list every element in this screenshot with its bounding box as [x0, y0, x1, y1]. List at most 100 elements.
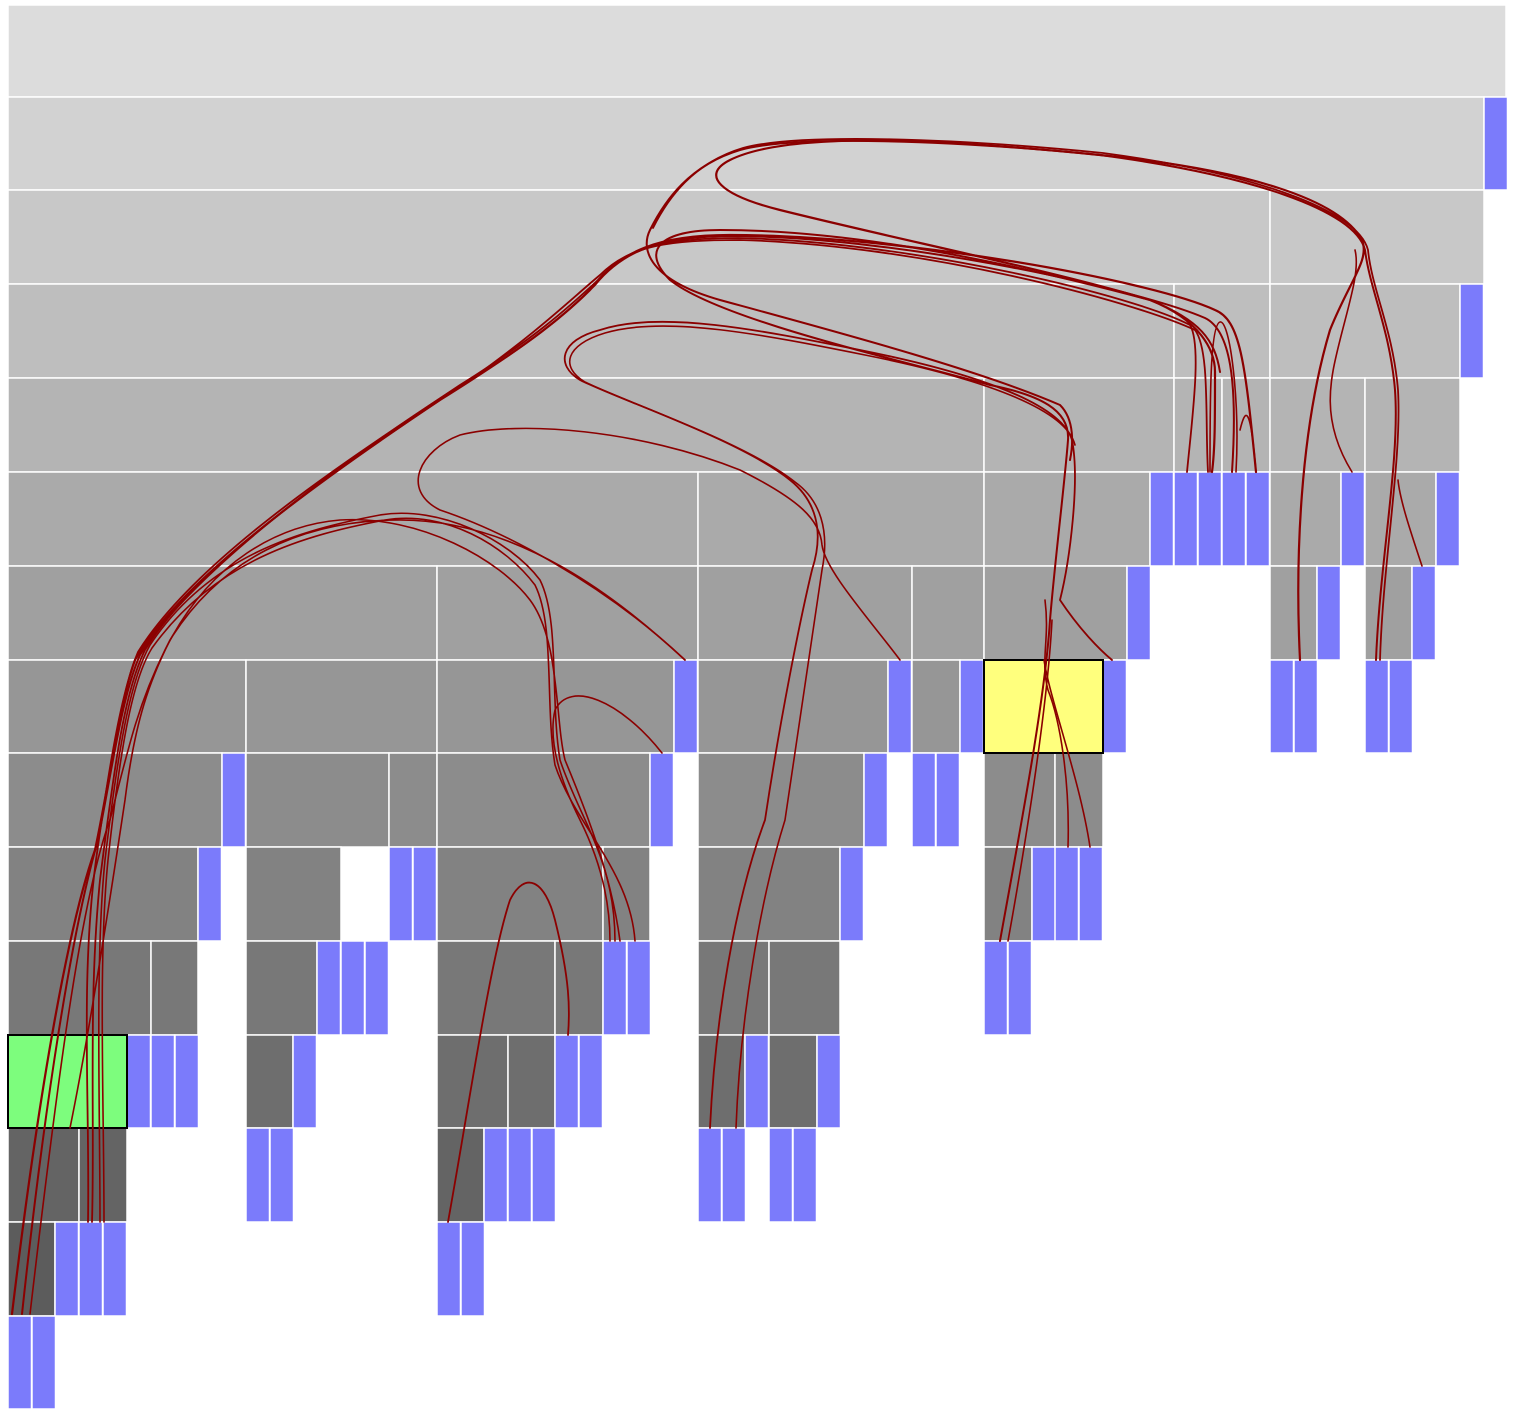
leaf-cell-d11-4	[554, 1034, 580, 1129]
node-cell-d5-3	[1269, 471, 1342, 567]
node-cell-d6-4	[983, 565, 1128, 661]
leaf-cell-d8-4	[935, 752, 961, 848]
leaf-cell-d7-3	[1102, 659, 1128, 754]
leaf-cell-d13-1	[78, 1221, 104, 1317]
leaf-cell-d12-2	[483, 1127, 509, 1223]
leaf-cell-d5-0	[1149, 471, 1175, 567]
leaf-cell-d10-1	[340, 940, 366, 1036]
edge-12	[568, 325, 1076, 1129]
node-cell-d3-2	[1269, 283, 1461, 379]
leaf-cell-d11-7	[816, 1034, 842, 1129]
node-cell-d6-5	[1269, 565, 1318, 661]
leaf-cell-d12-3	[507, 1127, 533, 1223]
node-cell-d9-2	[436, 846, 604, 942]
edge-13	[655, 228, 1221, 942]
leaf-cell-d12-4	[531, 1127, 557, 1223]
leaf-cell-d7-6	[1364, 659, 1390, 754]
node-cell-d10-2	[245, 940, 318, 1036]
leaf-cell-d7-2	[959, 659, 985, 754]
node-cell-d10-1	[150, 940, 199, 1036]
node-cell-d4-5	[1364, 377, 1461, 473]
edge-7	[29, 518, 621, 1315]
leaf-cell-d3-0	[1459, 283, 1485, 379]
node-cell-d11-1	[245, 1034, 294, 1129]
node-cell-d9-4	[697, 846, 841, 942]
leaf-cell-d12-6	[721, 1127, 747, 1223]
leaf-cell-d6-0	[1126, 565, 1152, 661]
node-cell-d12-2	[436, 1127, 485, 1223]
edge-14	[1007, 619, 1053, 942]
leaf-cell-d11-2	[174, 1034, 200, 1129]
leaf-cell-d9-3	[839, 846, 865, 942]
node-cell-d7-3	[697, 659, 889, 754]
node-cell-d7-1	[245, 659, 438, 754]
leaf-cell-d13-0	[54, 1221, 80, 1317]
node-cell-d10-5	[697, 940, 770, 1036]
leaf-cell-d8-1	[649, 752, 675, 848]
leaf-cell-d11-0	[126, 1034, 152, 1129]
leaf-cell-d7-0	[673, 659, 699, 754]
leaf-cell-d8-2	[863, 752, 889, 848]
leaf-cell-d11-6	[744, 1034, 770, 1129]
node-cell-d7-4	[911, 659, 961, 754]
leaf-cell-d11-5	[578, 1034, 604, 1129]
edge-bundle-layer	[10, 138, 1423, 1316]
leaf-cell-d11-3	[292, 1034, 318, 1129]
node-cell-d4-4	[1269, 377, 1366, 473]
leaf-cell-d8-3	[911, 752, 937, 848]
leaf-cell-d11-1	[150, 1034, 176, 1129]
node-cell-d8-6	[1054, 752, 1104, 848]
edge-22	[1209, 321, 1238, 473]
node-cell-d10-0	[7, 940, 152, 1036]
leaf-cell-d14-1	[31, 1315, 57, 1410]
edge-11	[563, 320, 1113, 1129]
edge-20	[1329, 249, 1358, 473]
node-cell-d11-5	[768, 1034, 818, 1129]
node-cell-d6-2	[697, 565, 913, 661]
node-cell-d6-0	[7, 565, 438, 661]
leaf-cell-d9-0	[197, 846, 223, 942]
node-cell-d1-0	[7, 96, 1485, 191]
leaf-cell-d7-5	[1293, 659, 1319, 754]
leaf-cell-d13-2	[102, 1221, 128, 1317]
node-cell-d8-1	[245, 752, 390, 848]
node-cell-d3-0	[7, 283, 1175, 379]
node-cell-d6-1	[436, 565, 699, 661]
leaf-cell-d10-2	[364, 940, 390, 1036]
leaf-cell-d5-3	[1221, 471, 1247, 567]
edge-9	[552, 695, 663, 942]
leaf-cell-d9-6	[1078, 846, 1104, 942]
leaf-cell-d7-4	[1269, 659, 1295, 754]
leaf-cell-d10-0	[316, 940, 342, 1036]
node-cell-d9-1	[245, 846, 342, 942]
leaf-cell-d5-4	[1245, 471, 1271, 567]
edge-15	[1043, 599, 1070, 848]
node-cell-d2-0	[7, 189, 1271, 285]
leaf-cell-d12-0	[245, 1127, 271, 1223]
edge-8	[447, 881, 570, 1223]
leaf-cell-d9-5	[1054, 846, 1080, 942]
edge-5	[101, 517, 636, 1223]
edge-19	[652, 138, 1400, 661]
edge-6	[69, 519, 686, 1129]
leaf-cell-d13-3	[436, 1221, 462, 1317]
edge-17	[715, 139, 1365, 662]
leaf-cell-d10-6	[1007, 940, 1033, 1036]
leaf-cell-d13-4	[460, 1221, 486, 1317]
node-cell-d10-6	[768, 940, 841, 1036]
leaf-cell-d12-1	[269, 1127, 295, 1223]
edge-3	[85, 237, 1197, 1223]
edge-18	[645, 139, 1397, 661]
node-cell-d8-2	[388, 752, 438, 848]
leaf-cell-d12-5	[697, 1127, 723, 1223]
edge-21	[1397, 479, 1423, 567]
node-cell-d5-2	[983, 471, 1151, 567]
node-cell-d0-0	[7, 4, 1507, 98]
node-cell-d4-3	[1221, 377, 1271, 473]
edge-23	[1239, 414, 1257, 473]
leaf-cell-d8-0	[221, 752, 247, 848]
node-cell-d3-1	[1173, 283, 1271, 379]
leaf-cell-d6-2	[1411, 565, 1437, 661]
node-cell-d6-6	[1364, 565, 1413, 661]
